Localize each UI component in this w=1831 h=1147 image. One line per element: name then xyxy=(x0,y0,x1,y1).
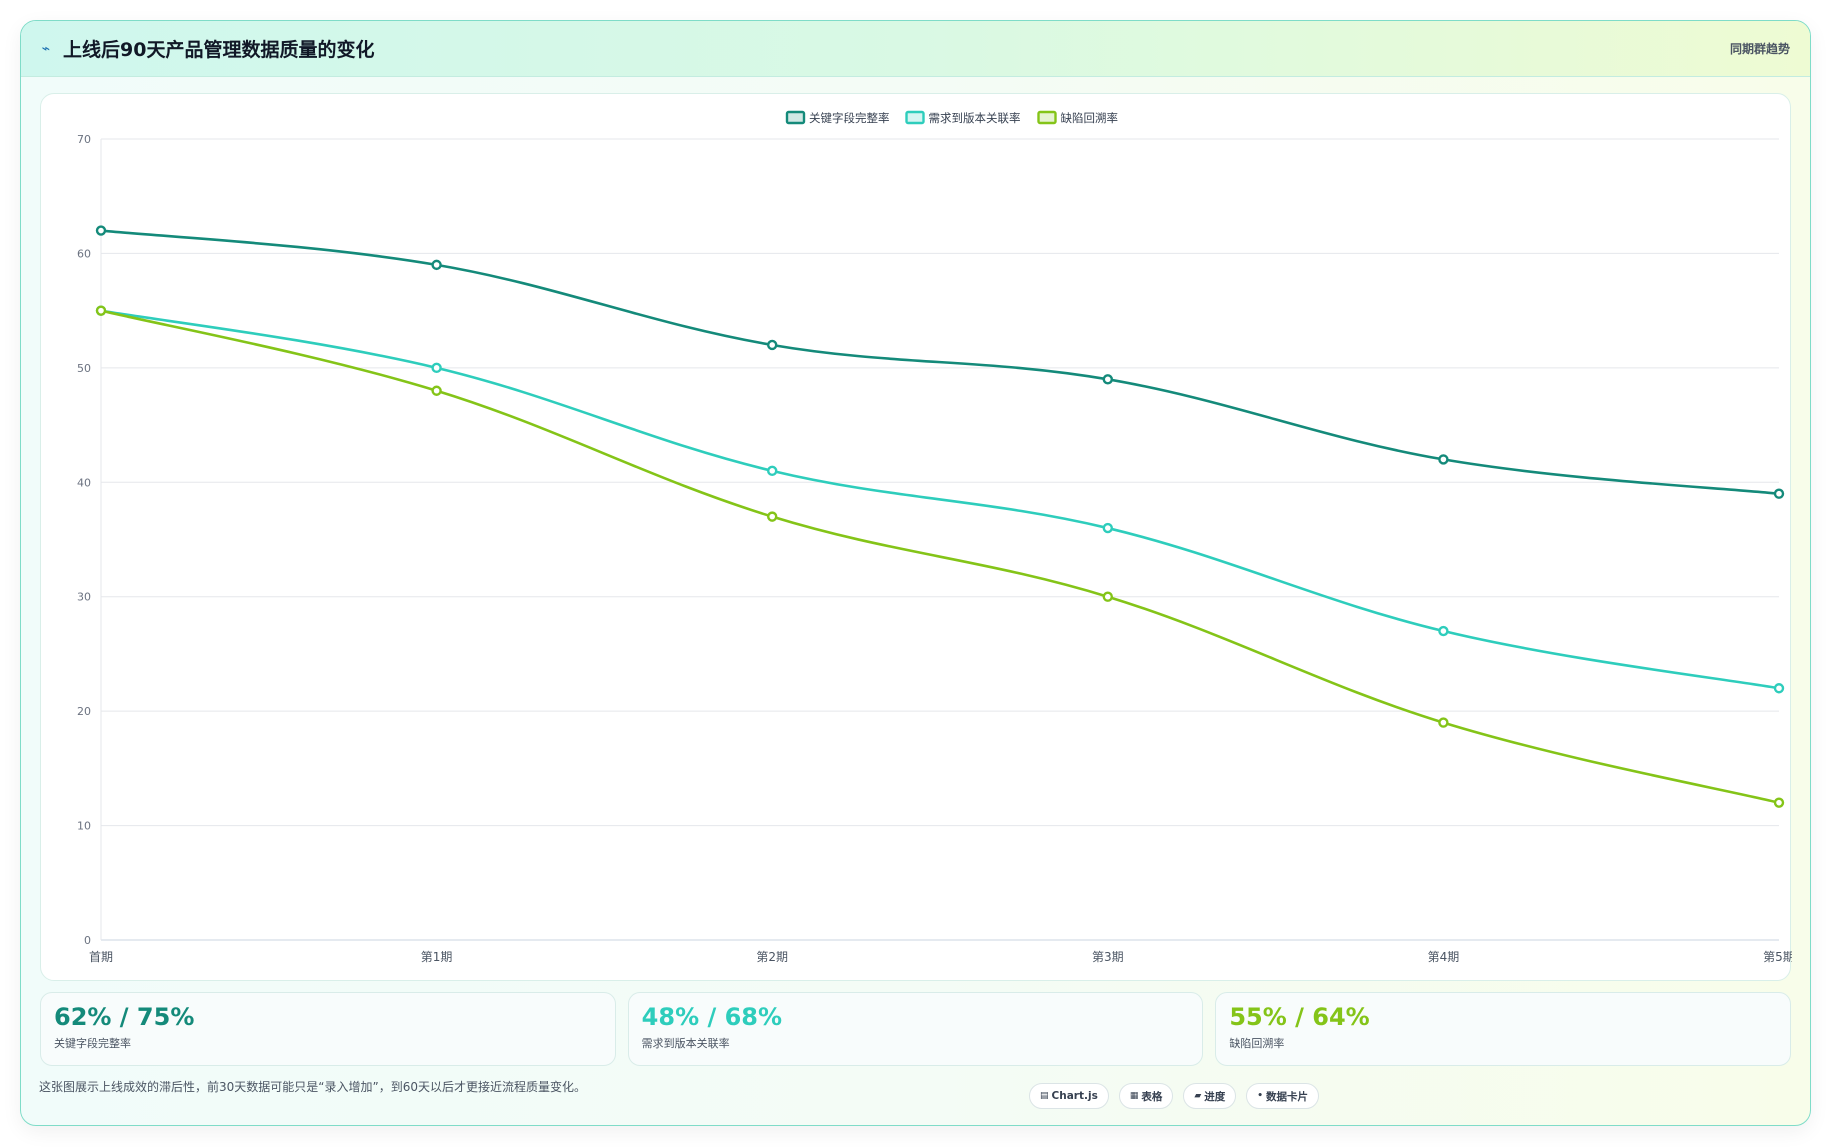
tag-progress[interactable]: ▰ 进度 xyxy=(1183,1083,1237,1109)
tag-table[interactable]: ▦ 表格 xyxy=(1118,1083,1174,1109)
data-point xyxy=(431,259,442,271)
legend-swatch xyxy=(905,110,925,125)
tag-chartjs[interactable]: ▤ Chart.js xyxy=(1029,1083,1109,1109)
tag-label: 进度 xyxy=(1204,1090,1226,1103)
y-tick-label: 70 xyxy=(77,133,91,146)
x-tick-label: 第3期 xyxy=(1092,950,1124,964)
data-point xyxy=(1773,797,1785,808)
stat-card-linkage: 48% / 68% 需求到版本关联率 xyxy=(627,992,1204,1066)
stat-label: 需求到版本关联率 xyxy=(641,1037,730,1050)
card-footer: 这张图展示上线成效的滞后性，前30天数据可能只是“录入增加”，到60天以后才更接… xyxy=(39,1079,1794,1115)
tag-list: ▤ Chart.js ▦ 表格 ▰ 进度 • 数据卡片 xyxy=(1029,1083,1320,1109)
data-point xyxy=(1773,683,1785,694)
stat-card-completeness: 62% / 75% 关键字段完整率 xyxy=(40,992,616,1066)
data-point xyxy=(95,305,107,316)
line-chart: 0 10 20 30 40 50 60 70 首期 第1期 第2期 第3期 第4期 第5期 关键字段完整率 需… xyxy=(77,110,1792,964)
chart-card: ⌁ 上线后90天产品管理数据质量的变化 同期群趋势 0 10 20 30 40 50 60 7… xyxy=(20,20,1811,1126)
x-tick-label: 第5期 xyxy=(1763,950,1792,964)
data-point xyxy=(1102,591,1114,602)
y-tick-label: 30 xyxy=(77,591,91,604)
stat-label: 缺陷回溯率 xyxy=(1229,1037,1285,1050)
table-icon: ▦ xyxy=(1129,1091,1139,1101)
data-point xyxy=(767,511,778,522)
legend-label: 需求到版本关联率 xyxy=(929,111,1021,125)
chart-panel: 0 10 20 30 40 50 60 70 首期 第1期 第2期 第3期 第4期 第5期 关键字段完整率 需… xyxy=(40,93,1792,981)
x-tick-label: 首期 xyxy=(89,950,113,964)
footer-note: 这张图展示上线成效的滞后性，前30天数据可能只是“录入增加”，到60天以后才更接… xyxy=(39,1080,586,1094)
trend-line-icon: ⌁ xyxy=(41,40,51,57)
chart-icon: ▤ xyxy=(1040,1091,1049,1101)
stat-value: 55% / 64% xyxy=(1229,1003,1370,1031)
tag-data-card[interactable]: • 数据卡片 xyxy=(1246,1083,1320,1109)
stat-card-traceback: 55% / 64% 缺陷回溯率 xyxy=(1215,992,1792,1066)
legend-label: 缺陷回溯率 xyxy=(1061,111,1119,125)
data-point xyxy=(1773,488,1785,499)
card-icon: • xyxy=(1257,1091,1264,1101)
data-point xyxy=(1438,454,1449,465)
progress-icon: ▰ xyxy=(1194,1091,1202,1101)
y-tick-label: 0 xyxy=(84,934,91,947)
y-tick-label: 40 xyxy=(77,476,91,489)
legend-swatch xyxy=(1037,110,1057,125)
data-point xyxy=(1438,625,1449,637)
stat-value: 62% / 75% xyxy=(54,1003,195,1031)
y-tick-label: 60 xyxy=(77,247,91,260)
legend-label: 关键字段完整率 xyxy=(809,111,890,125)
card-header: ⌁ 上线后90天产品管理数据质量的变化 同期群趋势 xyxy=(21,21,1810,77)
tag-label: Chart.js xyxy=(1051,1090,1098,1102)
stat-cards: 62% / 75% 关键字段完整率 48% / 68% 需求到版本关联率 55%… xyxy=(40,992,1792,1066)
cohort-trend-label: 同期群趋势 xyxy=(1729,42,1790,56)
data-point xyxy=(1102,522,1114,534)
data-point xyxy=(431,385,442,396)
y-tick-label: 10 xyxy=(77,820,91,833)
tag-label: 数据卡片 xyxy=(1266,1090,1309,1103)
legend-swatch xyxy=(785,110,806,125)
stat-label: 关键字段完整率 xyxy=(54,1037,131,1050)
series-line-2 xyxy=(100,309,1780,804)
data-point xyxy=(767,465,778,477)
page-title: 上线后90天产品管理数据质量的变化 xyxy=(63,39,375,61)
y-tick-label: 20 xyxy=(77,705,91,718)
x-tick-label: 第2期 xyxy=(756,950,788,964)
data-point xyxy=(767,339,778,351)
tag-label: 表格 xyxy=(1141,1090,1163,1103)
y-tick-label: 50 xyxy=(77,362,91,375)
data-point xyxy=(1102,374,1114,385)
series-line-0 xyxy=(100,229,1780,496)
title-group: ⌁ 上线后90天产品管理数据质量的变化 xyxy=(39,35,375,62)
data-point xyxy=(95,225,107,236)
stat-value: 48% / 68% xyxy=(641,1003,783,1031)
x-tick-label: 第1期 xyxy=(421,950,453,964)
data-point xyxy=(431,362,442,374)
data-point xyxy=(1438,717,1449,728)
x-tick-label: 第4期 xyxy=(1428,950,1460,964)
series-line-1 xyxy=(100,309,1780,690)
